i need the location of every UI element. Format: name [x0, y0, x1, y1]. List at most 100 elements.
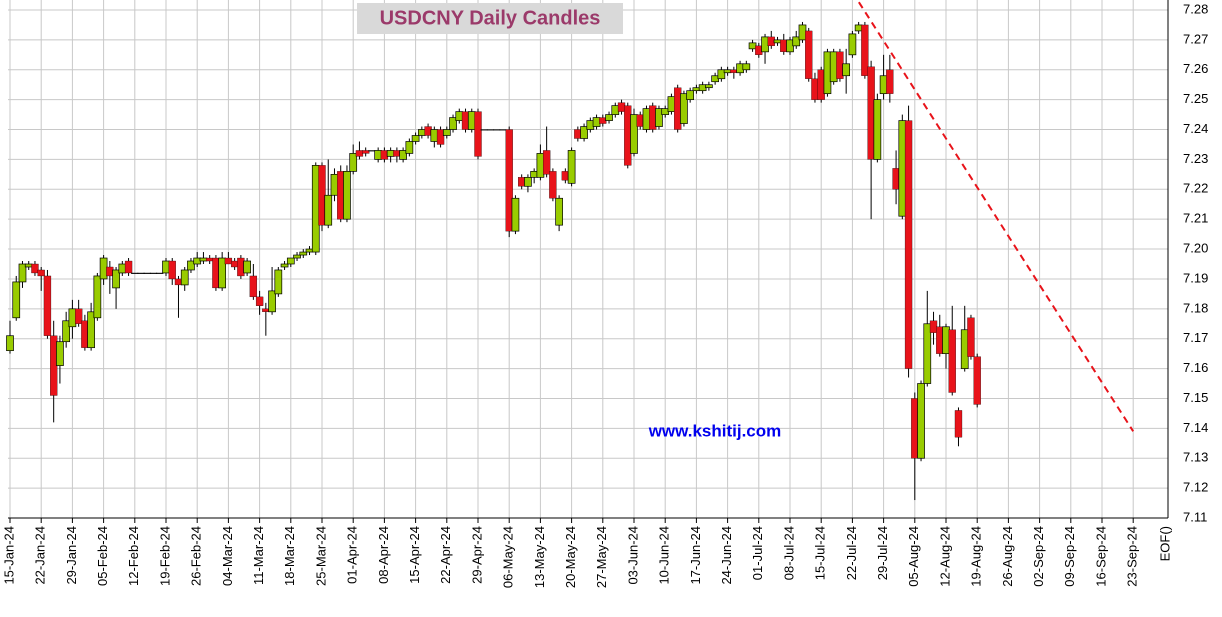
- candle-body: [705, 84, 713, 89]
- candle-body: [224, 257, 233, 265]
- candle-body: [511, 197, 520, 232]
- candle-body: [455, 111, 464, 121]
- candle-body: [62, 320, 71, 343]
- candle-body: [255, 296, 264, 306]
- candle-body: [655, 108, 663, 127]
- candle-body: [923, 323, 932, 384]
- candle-body: [549, 171, 557, 199]
- candle-body: [449, 117, 457, 130]
- candle-body: [861, 24, 869, 76]
- candle-body: [854, 24, 863, 32]
- y-tick-label: 7.17: [1183, 330, 1208, 345]
- candle-body: [311, 165, 320, 253]
- x-tick-label: 22-Jul-24: [844, 526, 859, 580]
- candle-body: [274, 269, 283, 295]
- candle-body: [143, 272, 151, 274]
- candle-body: [499, 129, 507, 131]
- candle-body: [973, 356, 981, 405]
- y-tick-label: 7.21: [1183, 211, 1208, 226]
- candle-body: [524, 176, 532, 187]
- candle-body: [180, 269, 189, 286]
- candle-body: [967, 317, 975, 357]
- candle-body: [436, 129, 445, 145]
- candle-body: [299, 251, 308, 256]
- candle-body: [467, 111, 476, 130]
- candle-body: [805, 30, 813, 79]
- x-tick-label: 25-Mar-24: [313, 526, 328, 586]
- x-tick-label: 01-Apr-24: [345, 526, 360, 584]
- candle-body: [617, 102, 626, 112]
- x-tick-label: 12-Feb-24: [126, 526, 141, 586]
- candle-body: [93, 275, 102, 319]
- candle-body: [954, 410, 963, 438]
- candle-body: [792, 36, 801, 47]
- candle-body: [43, 275, 52, 336]
- x-tick-label: 06-May-24: [501, 526, 516, 588]
- y-tick-label: 7.13: [1183, 450, 1208, 465]
- x-tick-label: 13-May-24: [532, 526, 547, 588]
- candle-body: [748, 42, 757, 50]
- x-end-label: EOF(): [1157, 526, 1172, 561]
- candle-body: [411, 135, 420, 142]
- candle-body: [886, 69, 894, 94]
- candle-body: [898, 120, 907, 217]
- y-tick-label: 7.20: [1183, 240, 1208, 255]
- candle-body: [355, 150, 364, 157]
- candle-body: [917, 383, 925, 459]
- x-tick-label: 05-Feb-24: [95, 526, 110, 586]
- candle-body: [293, 254, 301, 259]
- y-tick-label: 7.28: [1183, 1, 1208, 16]
- x-tick-label: 04-Mar-24: [220, 526, 235, 586]
- candle-body: [199, 257, 208, 262]
- candle-body: [18, 263, 27, 283]
- x-tick-label: 10-Jun-24: [657, 526, 672, 585]
- x-tick-label: 26-Feb-24: [189, 526, 204, 586]
- x-tick-label: 29-Jul-24: [875, 526, 890, 580]
- candle-body: [873, 99, 882, 160]
- candle-body: [630, 114, 638, 154]
- candle-body: [343, 171, 351, 220]
- x-tick-label: 15-Jul-24: [813, 526, 828, 580]
- candle-body: [667, 96, 676, 112]
- candle-body: [131, 272, 139, 274]
- x-tick-label: 23-Sep-24: [1125, 526, 1140, 587]
- x-tick-label: 11-Mar-24: [251, 526, 266, 585]
- candle-body: [842, 63, 851, 77]
- x-tick-label: 29-Jan-24: [64, 526, 79, 585]
- y-tick-label: 7.23: [1183, 151, 1208, 166]
- candle-body: [149, 272, 158, 274]
- candle-body: [405, 141, 414, 154]
- x-tick-label: 08-Jul-24: [781, 526, 796, 580]
- candle-body: [717, 69, 726, 80]
- y-tick-label: 7.18: [1183, 300, 1208, 315]
- y-tick-label: 7.26: [1183, 61, 1208, 76]
- candle-body: [430, 129, 439, 142]
- candle-body: [493, 129, 501, 131]
- x-tick-label: 09-Sep-24: [1062, 526, 1077, 587]
- candle-body: [218, 257, 227, 289]
- x-tick-label: 01-Jul-24: [750, 526, 765, 580]
- candle-body: [137, 272, 145, 274]
- y-tick-label: 7.11: [1183, 509, 1207, 524]
- candle-body: [349, 153, 358, 172]
- x-tick-label: 15-Apr-24: [407, 526, 422, 584]
- y-tick-label: 7.15: [1183, 390, 1208, 405]
- candle-body: [156, 272, 164, 274]
- candle-body: [168, 260, 176, 280]
- x-tick-label: 26-Aug-24: [1000, 526, 1015, 587]
- candle-body: [686, 90, 695, 100]
- candle-body: [6, 335, 14, 352]
- candle-body: [330, 174, 339, 196]
- candle-body: [124, 260, 133, 274]
- candle-body: [536, 153, 545, 178]
- candle-body: [592, 117, 601, 127]
- x-tick-label: 29-Apr-24: [469, 526, 484, 584]
- candle-body: [87, 311, 95, 349]
- candle-body: [230, 260, 239, 268]
- x-tick-label: 22-Apr-24: [438, 526, 453, 584]
- candle-body: [942, 326, 950, 354]
- candle-body: [37, 269, 45, 277]
- chart-title: USDCNY Daily Candles: [380, 7, 601, 29]
- candle-body: [723, 69, 732, 74]
- candle-body: [811, 78, 819, 100]
